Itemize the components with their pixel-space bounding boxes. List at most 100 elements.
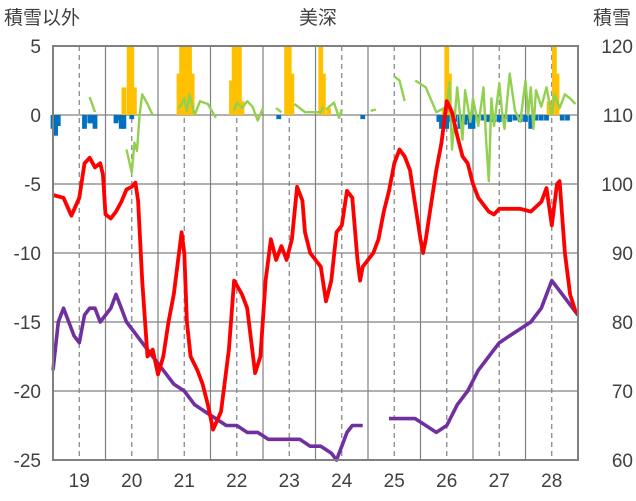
precipitation-bar: [444, 46, 450, 115]
precipitation-bar: [320, 73, 326, 115]
x-tick-label: 25: [384, 471, 405, 492]
temperature-line: [52, 99, 579, 432]
temp_change-bar: [116, 115, 122, 121]
temp_change-bar: [481, 115, 486, 121]
temp_change-bar: [436, 115, 442, 122]
line-series: [51, 72, 580, 462]
temp_change-bar: [82, 115, 87, 129]
y-left-tick-label: -15: [14, 313, 41, 334]
temp_change-bar: [276, 115, 282, 120]
x-tick-label: 21: [174, 471, 195, 492]
temp_change-bar: [533, 115, 539, 121]
y-right-tick-label: 60: [612, 451, 633, 472]
precipitation-bar: [318, 46, 324, 115]
temp_change-bar: [496, 115, 502, 122]
y-left-tick-label: -5: [24, 175, 41, 196]
temp_change-bar: [53, 115, 59, 136]
temp_change-bar: [512, 115, 518, 121]
tick-labels: 5 0 -5 -10 -15 -20 -25 120 110 100 90 80 70 60 19 20 21 2…: [14, 37, 633, 492]
y-right-axis-label: 積雪: [593, 7, 631, 29]
precipitation-bar: [286, 46, 292, 115]
y-right-tick-label: 80: [612, 313, 633, 334]
y-left-tick-label: 0: [30, 106, 41, 127]
wind-line: [177, 93, 217, 119]
precipitation-bar: [284, 46, 290, 115]
wind-line: [393, 75, 406, 102]
temp_change-bar: [87, 115, 93, 124]
precipitation-bar: [176, 73, 182, 115]
temp_change-bar: [121, 115, 127, 129]
precipitation-bar: [179, 46, 185, 115]
temp_change-bar: [544, 115, 549, 121]
y-left-tick-label: -20: [14, 382, 41, 403]
precipitation-bar: [231, 46, 237, 115]
temp_change-bar: [528, 115, 534, 129]
x-tick-label: 19: [69, 471, 90, 492]
temp_change-bar: [55, 115, 61, 127]
precipitation-bar: [546, 101, 552, 115]
y-right-tick-label: 70: [612, 382, 633, 403]
y-right-tick-label: 90: [612, 244, 633, 265]
temp_change-bar: [523, 115, 528, 122]
wind-line: [125, 93, 154, 175]
temp_change-bar: [446, 115, 452, 122]
wind-line: [370, 108, 377, 113]
precipitation-bar: [326, 108, 332, 115]
precipitation-bar: [551, 46, 557, 115]
precipitation-bar: [187, 46, 192, 115]
precipitation-bar: [126, 46, 132, 115]
wind-line: [293, 103, 325, 114]
y-right-tick-label: 120: [601, 37, 633, 58]
temp_change-bar: [470, 115, 476, 129]
temp_change-bar: [92, 115, 98, 129]
temp_change-bar: [538, 115, 544, 121]
temp_change-bar: [129, 115, 135, 120]
x-tick-label: 26: [436, 471, 457, 492]
precipitation-bar: [229, 80, 234, 115]
y-left-tick-label: -10: [14, 244, 41, 265]
x-tick-label: 27: [489, 471, 510, 492]
wind-line: [275, 107, 283, 114]
wind-line: [88, 96, 97, 113]
plot-frame: [52, 45, 579, 461]
temp_change-bar: [113, 115, 119, 124]
precipitation-bar: [131, 87, 137, 115]
bar-series: [50, 46, 570, 136]
precipitation-bar: [181, 46, 187, 115]
y-left-tick-label: 5: [30, 37, 41, 58]
temp_change-bar: [486, 115, 492, 122]
x-tick-label: 23: [279, 471, 300, 492]
wind-line: [232, 100, 265, 122]
temp_change-bar: [507, 115, 513, 122]
temp_change-bar: [444, 115, 450, 129]
temp_change-bar: [559, 115, 565, 121]
temp_change-bar: [89, 115, 95, 124]
y-left-tick-label: -25: [14, 451, 41, 472]
temp_change-bar: [439, 115, 444, 129]
precipitation-bar: [189, 73, 195, 115]
x-tick-label: 20: [121, 471, 142, 492]
wind-line: [325, 101, 343, 119]
precipitation-bar: [184, 46, 190, 115]
y-right-tick-label: 100: [601, 175, 633, 196]
wind-line: [414, 72, 577, 183]
chart-title: 美深: [299, 7, 337, 29]
snow-depth-line: [389, 278, 580, 435]
x-tick-label: 22: [226, 471, 247, 492]
temp_change-bar: [465, 115, 471, 121]
precipitation-bar: [129, 46, 135, 115]
temp_change-bar: [462, 115, 468, 125]
temp_change-bar: [565, 115, 570, 121]
precipitation-bar: [234, 46, 240, 115]
x-tick-label: 24: [331, 471, 353, 492]
snow-depth-line: [51, 292, 363, 462]
x-tick-label: 28: [541, 471, 562, 492]
precipitation-bar: [121, 87, 127, 115]
y-right-tick-label: 110: [603, 106, 633, 127]
precipitation-bar: [236, 46, 242, 115]
temp_change-bar: [118, 115, 124, 129]
precipitation-bar: [554, 73, 560, 115]
precipitation-bar: [289, 73, 295, 115]
y-left-axis-label: 積雪以外: [4, 7, 80, 29]
